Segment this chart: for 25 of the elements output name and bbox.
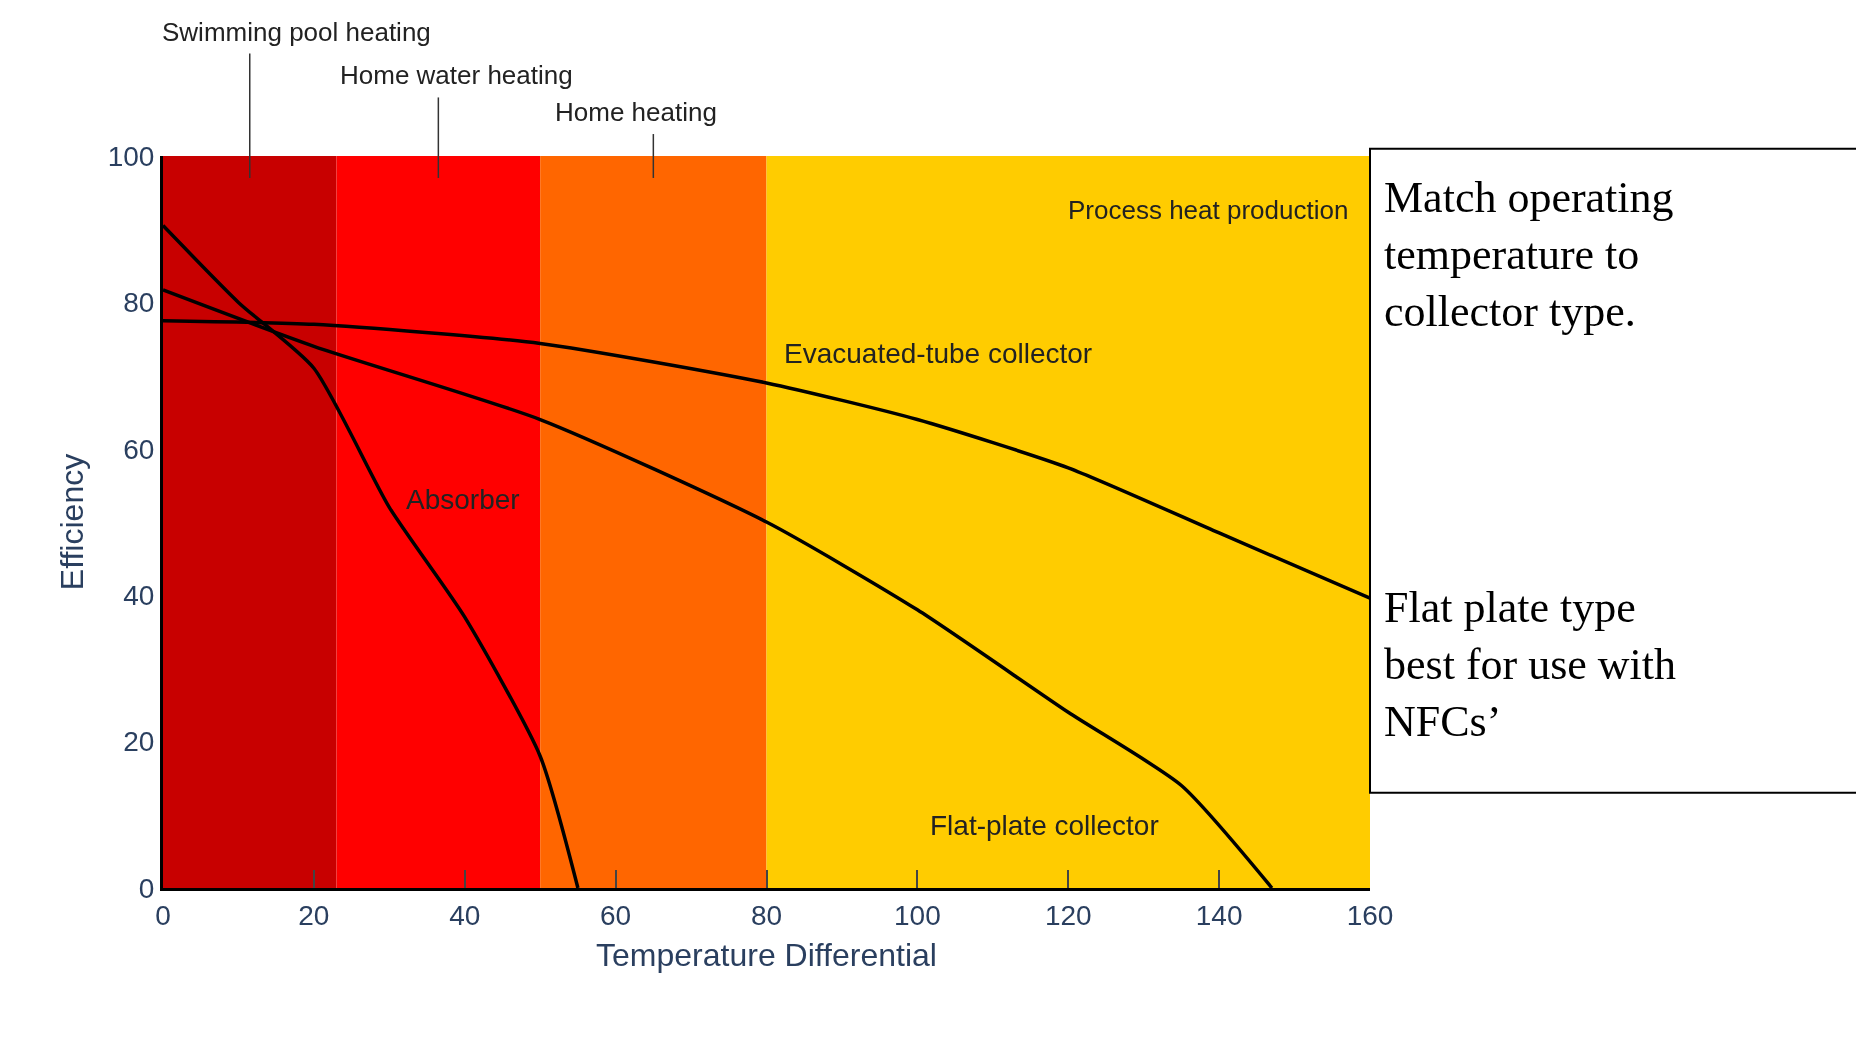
x-tick-label: 80 [750, 899, 783, 931]
x-tick-label: 140 [1195, 899, 1243, 931]
y-tick-label: 100 [107, 140, 155, 172]
x-tick-label: 120 [1044, 899, 1092, 931]
x-tick-label: 100 [894, 899, 941, 931]
band-label: Home heating [555, 97, 717, 127]
y-tick-label: 60 [123, 433, 155, 465]
y-tick-label: 40 [123, 580, 155, 611]
band-label: Home water heating [340, 60, 573, 90]
text: Match operating temperature to collector type. [1384, 173, 1674, 337]
y-tick-label: 20 [123, 726, 155, 758]
band-label: Process heat production [1068, 195, 1349, 225]
y-tick-label: 80 [123, 287, 155, 319]
x-tick-label: 160 [1346, 899, 1394, 931]
annotation: Evacuated-tube collector [784, 338, 1093, 369]
text: Flat plate type best for use with NFCs’ [1384, 583, 1677, 747]
x-axis-title: Temperature Differential [596, 937, 937, 974]
x-tick-label: 20 [298, 899, 330, 931]
annotation: Flat-plate collector [930, 810, 1159, 841]
x-tick-label: 60 [600, 899, 632, 931]
annotation: Absorber [406, 484, 520, 515]
x-tick-label: 40 [449, 899, 481, 931]
y-axis-title: Efficiency [53, 453, 90, 591]
y-tick-label: 0 [138, 872, 155, 904]
band-label: Swimming pool heating [162, 17, 431, 47]
